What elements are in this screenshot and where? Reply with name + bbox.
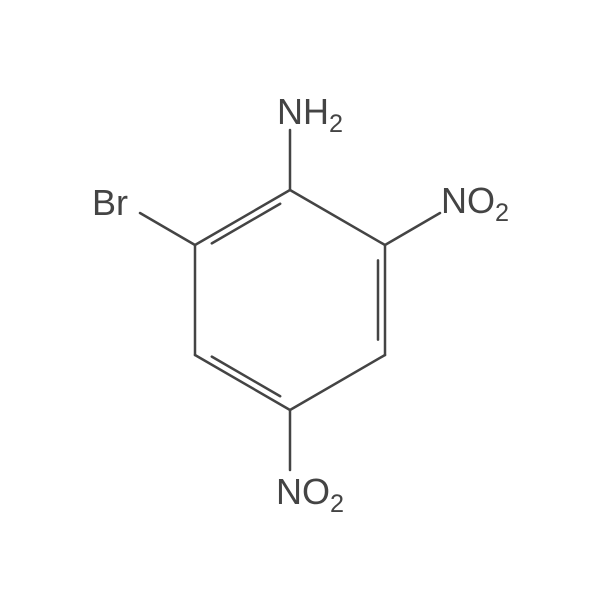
substituent-label-no2-right: NO2 [441,183,509,219]
substituent-label-nh2: NH2 [277,94,343,130]
chemical-structure-diagram: NH2 NO2 NO2 Br [0,0,600,600]
substituent-label-br: Br [92,185,128,221]
substituent-label-no2-bottom: NO2 [276,474,344,510]
